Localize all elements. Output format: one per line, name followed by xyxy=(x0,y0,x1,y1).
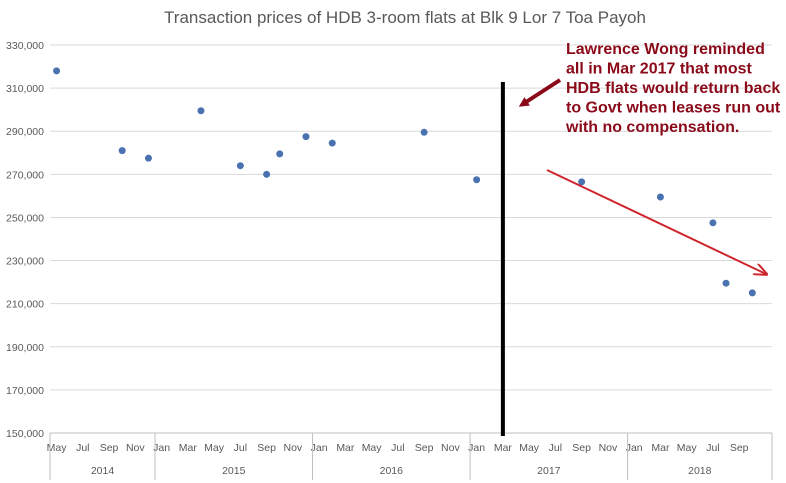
year-label: 2017 xyxy=(537,465,561,477)
data-point xyxy=(53,67,61,75)
year-label: 2016 xyxy=(380,465,404,477)
x-tick-label: Jul xyxy=(706,442,719,454)
y-tick-label: 310,000 xyxy=(6,83,44,95)
data-point xyxy=(328,139,336,147)
x-tick-label: Mar xyxy=(494,442,513,454)
year-label: 2015 xyxy=(222,465,246,477)
y-tick-label: 230,000 xyxy=(6,256,44,268)
trend-arrow xyxy=(546,169,766,274)
x-tick-label: May xyxy=(47,442,68,454)
axes: 150,000 170,000 190,000 210,000 230,000 250,0… xyxy=(6,40,773,480)
year-label: 2018 xyxy=(688,465,712,477)
y-tick-label: 190,000 xyxy=(6,342,44,354)
y-tick-label: 210,000 xyxy=(6,299,44,311)
y-tick-label: 150,000 xyxy=(6,428,44,440)
data-point xyxy=(236,162,244,170)
data-point xyxy=(118,147,126,155)
annotation-line: HDB flats would return back xyxy=(566,80,780,97)
data-points xyxy=(53,67,756,297)
x-tick-label: Jul xyxy=(234,442,247,454)
x-tick-label: Sep xyxy=(100,442,119,454)
annotation-line: with no compensation. xyxy=(565,119,739,136)
x-tick-label: Jan xyxy=(468,442,485,454)
data-point xyxy=(276,150,284,158)
y-tick-label: 330,000 xyxy=(6,40,44,52)
annotation-arrow xyxy=(518,78,562,107)
x-tick-label: Sep xyxy=(257,442,276,454)
data-point xyxy=(263,170,271,178)
annotation-line: Lawrence Wong reminded xyxy=(566,41,765,58)
x-tick-label: Sep xyxy=(572,442,591,454)
x-tick-label: May xyxy=(519,442,540,454)
x-tick-label: Nov xyxy=(284,442,303,454)
data-point xyxy=(302,133,310,141)
x-tick-label: May xyxy=(362,442,383,454)
x-tick-label: Jan xyxy=(153,442,170,454)
x-tick-label: Jul xyxy=(76,442,89,454)
x-tick-label: Jul xyxy=(391,442,404,454)
data-point xyxy=(722,279,730,287)
x-tick-label: Mar xyxy=(179,442,198,454)
x-tick-label: Nov xyxy=(441,442,460,454)
y-tick-label: 290,000 xyxy=(6,126,44,138)
chart-title: Transaction prices of HDB 3-room flats a… xyxy=(164,8,646,27)
x-tick-label: Jul xyxy=(549,442,562,454)
y-tick-label: 270,000 xyxy=(6,169,44,181)
data-point xyxy=(709,219,717,227)
data-point xyxy=(420,128,428,136)
annotation-line: all in Mar 2017 that most xyxy=(566,61,753,78)
year-label: 2014 xyxy=(91,465,115,477)
x-tick-label: Mar xyxy=(651,442,670,454)
x-tick-label: Nov xyxy=(599,442,618,454)
x-tick-label: Nov xyxy=(126,442,145,454)
y-tick-label: 170,000 xyxy=(6,385,44,397)
annotation-line: to Govt when leases run out xyxy=(566,100,781,117)
x-tick-label: Mar xyxy=(336,442,355,454)
data-point xyxy=(656,193,664,201)
data-point xyxy=(473,176,481,184)
data-point xyxy=(197,107,205,115)
data-point xyxy=(748,289,756,297)
x-tick-label: Jan xyxy=(311,442,328,454)
data-point xyxy=(578,178,586,186)
x-tick-label: Jan xyxy=(626,442,643,454)
y-tick-label: 250,000 xyxy=(6,212,44,224)
x-tick-label: Sep xyxy=(415,442,434,454)
data-point xyxy=(144,154,152,162)
annotation: Lawrence Wong reminded all in Mar 2017 th… xyxy=(518,41,781,274)
gridlines xyxy=(50,44,772,434)
x-tick-label: May xyxy=(677,442,698,454)
x-tick-label: May xyxy=(204,442,225,454)
x-tick-label: Sep xyxy=(730,442,749,454)
